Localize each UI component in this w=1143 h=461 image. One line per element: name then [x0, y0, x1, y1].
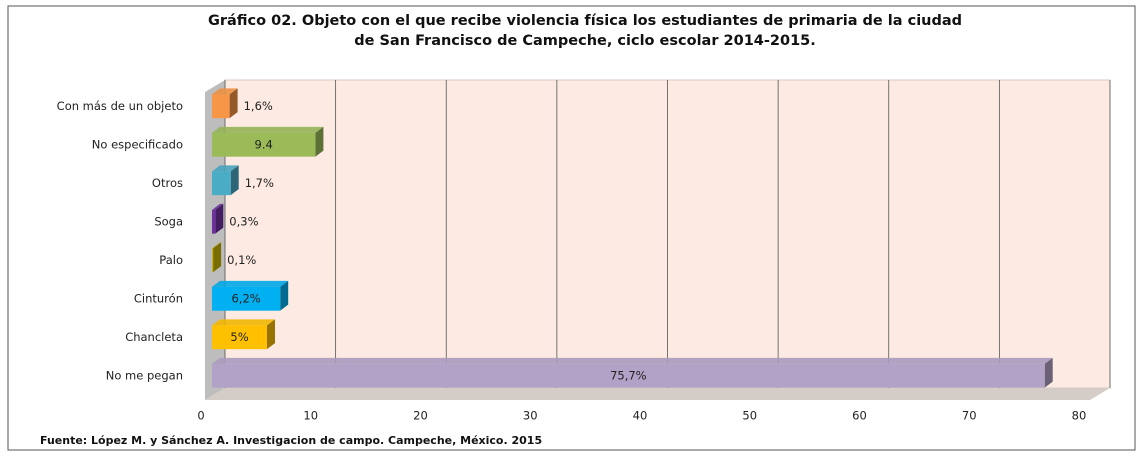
bar-side [230, 165, 239, 196]
chart-title: de San Francisco de Campeche, ciclo esco… [354, 33, 816, 49]
bar [212, 171, 231, 196]
data-label: 6,2% [231, 291, 260, 305]
data-label: 1,6% [244, 99, 273, 113]
bar-side [1044, 357, 1053, 388]
bar-top [212, 280, 289, 287]
bar-top [212, 165, 239, 172]
data-label: 75,7% [610, 368, 647, 382]
bar-top [212, 319, 275, 326]
bar [212, 132, 316, 157]
y-tick-label: Cinturón [134, 291, 183, 305]
source: Fuente: López M. y Sánchez A. Investigac… [40, 434, 542, 447]
y-tick-label: No me pegan [106, 368, 183, 382]
bar [212, 248, 214, 273]
x-tick-label: 80 [1072, 409, 1087, 423]
bar-side [280, 280, 289, 311]
data-label: 1,7% [245, 176, 274, 190]
bar [212, 209, 216, 234]
bar [212, 94, 230, 119]
data-label: 5% [230, 330, 248, 344]
data-label: 0,1% [227, 253, 256, 267]
chart-title: Gráfico 02. Objeto con el que recibe vio… [208, 13, 962, 29]
bar-side [213, 242, 222, 273]
bar [212, 363, 1045, 388]
bar [212, 325, 267, 350]
bar-top [212, 242, 222, 249]
y-tick-label: Con más de un objeto [57, 99, 183, 113]
y-tick-label: No especificado [92, 137, 183, 151]
data-label: 9.4 [255, 137, 273, 151]
floor [205, 388, 1110, 400]
bar-side [315, 126, 324, 157]
bar [212, 286, 281, 311]
x-tick-label: 50 [742, 409, 757, 423]
y-tick-label: Soga [154, 214, 183, 228]
bar-top [212, 126, 324, 133]
bar-side [229, 88, 238, 119]
bar-top [212, 88, 238, 95]
bar-top [212, 203, 224, 210]
y-tick-label: Chancleta [125, 330, 183, 344]
y-tick-label: Palo [159, 253, 183, 267]
x-tick-label: 0 [197, 409, 204, 423]
x-tick-label: 70 [962, 409, 977, 423]
x-tick-label: 40 [633, 409, 648, 423]
x-tick-label: 10 [303, 409, 318, 423]
x-tick-label: 60 [852, 409, 867, 423]
data-label: 0,3% [229, 214, 258, 228]
bar-side [215, 203, 224, 234]
bar-side [267, 319, 275, 350]
x-tick-label: 30 [523, 409, 538, 423]
y-tick-label: Otros [152, 176, 183, 190]
bar-top [212, 357, 1053, 364]
x-tick-label: 20 [413, 409, 428, 423]
